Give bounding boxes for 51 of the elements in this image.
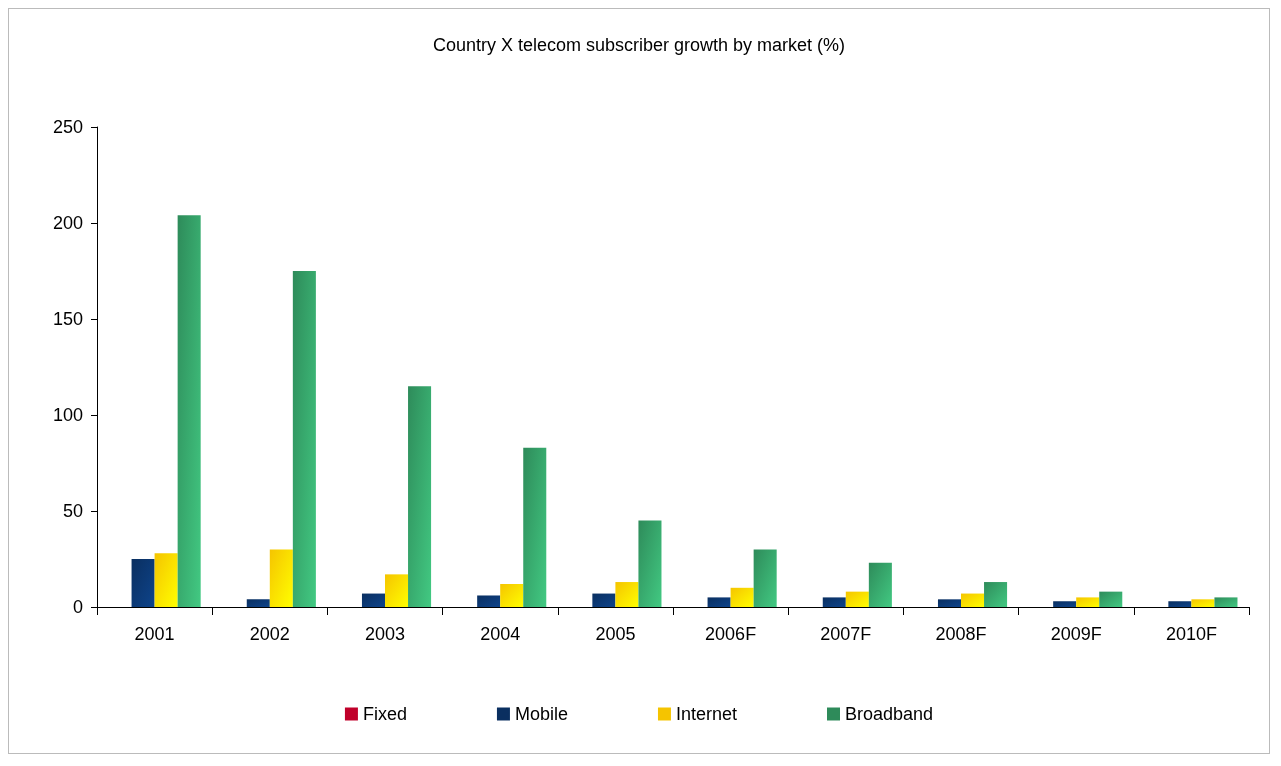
x-tick-label: 2001 (134, 624, 175, 644)
bar (961, 593, 985, 607)
bar (1168, 601, 1192, 607)
legend-label: Broadband (845, 704, 934, 724)
bar (1076, 597, 1100, 607)
y-tick-label: 200 (52, 213, 83, 233)
bar (154, 553, 178, 607)
y-tick-label: 50 (62, 501, 83, 521)
bar (1053, 601, 1077, 607)
x-tick-label: 2002 (249, 624, 290, 644)
bar (845, 591, 869, 607)
x-tick-label: 2006F (705, 624, 757, 644)
bar (361, 593, 385, 607)
bar (592, 593, 616, 607)
y-tick-label: 150 (52, 309, 83, 329)
bar (753, 549, 777, 607)
bar (638, 520, 662, 607)
x-tick-label: 2005 (595, 624, 636, 644)
bar (937, 599, 961, 607)
bar (292, 271, 316, 607)
legend-label: Internet (675, 704, 738, 724)
x-tick-label: 2007F (820, 624, 872, 644)
bar (131, 559, 155, 607)
bar (707, 597, 731, 607)
bar (269, 549, 293, 607)
bar (615, 582, 639, 607)
legend-label: Fixed (362, 704, 407, 724)
x-tick-label: 2003 (364, 624, 406, 644)
bar (868, 562, 892, 607)
bar (730, 587, 754, 607)
bar (177, 215, 201, 607)
bar (500, 583, 524, 607)
bar (246, 599, 270, 607)
y-tick-label: 250 (52, 117, 83, 137)
bar (408, 386, 432, 607)
x-tick-label: 2008F (935, 624, 987, 644)
bar (385, 574, 409, 607)
bar (822, 597, 846, 607)
y-tick-label: 100 (52, 405, 83, 425)
bar (1099, 591, 1123, 607)
x-tick-label: 2010F (1165, 624, 1217, 644)
bar (984, 582, 1008, 607)
bar (1214, 597, 1238, 607)
legend-label: Mobile (514, 704, 568, 724)
x-tick-label: 2009F (1050, 624, 1102, 644)
x-tick-label: 2004 (480, 624, 521, 644)
bar (523, 447, 547, 607)
y-tick-label: 0 (72, 597, 83, 617)
bar (1191, 599, 1215, 607)
chart-title: Country X telecom subscriber growth by market (%) (432, 35, 846, 55)
bar (477, 595, 501, 607)
